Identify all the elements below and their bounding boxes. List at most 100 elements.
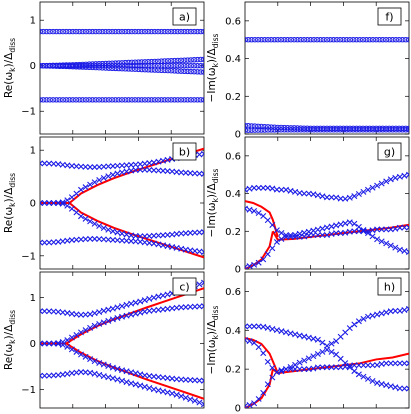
- data-point: [373, 127, 380, 133]
- data-point: [251, 207, 258, 214]
- data-point: [164, 243, 171, 250]
- data-point: [317, 127, 324, 133]
- data-point: [109, 97, 116, 103]
- data-point: [383, 382, 390, 389]
- data-point: [251, 37, 258, 43]
- data-point: [174, 68, 181, 74]
- data-point: [294, 127, 301, 133]
- data-point: [277, 127, 285, 133]
- data-point: [40, 63, 47, 69]
- data-point: [182, 394, 189, 401]
- data-point: [187, 377, 194, 384]
- data-point: [264, 251, 271, 258]
- data-point: [82, 163, 89, 170]
- data-point: [396, 360, 403, 367]
- data-point: [91, 310, 98, 317]
- data-point: [369, 127, 377, 133]
- ytick-label: 0: [235, 265, 241, 276]
- data-point: [125, 97, 132, 103]
- data-point: [319, 193, 326, 200]
- data-point: [406, 249, 409, 256]
- data-point: [387, 242, 394, 249]
- data-point: [40, 28, 44, 35]
- data-point: [178, 376, 185, 383]
- data-point: [301, 190, 308, 197]
- data-point: [132, 28, 139, 35]
- data-point: [155, 387, 162, 394]
- data-point: [155, 241, 162, 248]
- data-point: [369, 227, 376, 234]
- data-point: [92, 28, 99, 35]
- data-point: [46, 308, 53, 315]
- panel-label-box: [172, 277, 197, 296]
- data-point: [43, 97, 50, 103]
- data-point: [245, 127, 249, 133]
- panel-a: −1 0 1 Re(ωk)/Δdiss a): [3, 1, 205, 135]
- ytick-label: 0.2: [225, 365, 241, 376]
- data-point: [337, 195, 344, 202]
- data-point: [76, 28, 83, 35]
- data-point: [154, 28, 162, 35]
- data-point: [194, 97, 201, 103]
- data-point: [307, 127, 314, 133]
- panel-label-box: [377, 7, 402, 26]
- data-point: [109, 305, 116, 312]
- data-point: [114, 304, 121, 311]
- data-point: [114, 376, 121, 383]
- data-point: [378, 180, 385, 187]
- data-point: [105, 363, 112, 370]
- data-point: [50, 200, 57, 206]
- data-point: [115, 60, 122, 66]
- data-point: [246, 206, 253, 213]
- data-point: [343, 127, 350, 133]
- data-point: [269, 222, 276, 228]
- data-point: [105, 374, 112, 381]
- data-point: [187, 28, 194, 35]
- data-point: [150, 167, 157, 174]
- data-point: [292, 331, 299, 338]
- data-point: [399, 37, 406, 43]
- plot-area: [245, 171, 409, 269]
- data-point: [392, 37, 399, 43]
- data-point: [123, 379, 130, 386]
- data-point: [251, 339, 258, 346]
- data-point: [297, 37, 304, 43]
- data-point: [99, 97, 106, 103]
- data-point: [383, 178, 390, 185]
- data-point: [87, 324, 94, 331]
- data-point: [191, 68, 198, 75]
- data-point: [300, 127, 308, 133]
- data-point: [164, 28, 172, 35]
- data-point: [405, 127, 409, 133]
- data-point: [46, 160, 53, 167]
- data-point: [112, 63, 119, 69]
- data-point: [333, 364, 340, 371]
- data-point: [378, 360, 385, 367]
- data-point: [63, 63, 70, 69]
- data-point: [128, 66, 135, 72]
- data-point: [73, 331, 80, 338]
- data-point: [350, 127, 357, 133]
- data-point: [258, 37, 265, 43]
- data-point: [164, 156, 171, 163]
- data-point: [355, 223, 362, 230]
- data-point: [245, 122, 249, 129]
- data-point: [132, 370, 139, 377]
- data-point: [392, 244, 399, 251]
- data-point: [91, 164, 98, 171]
- data-point: [369, 233, 376, 240]
- data-point: [137, 298, 144, 305]
- data-point: [283, 366, 289, 373]
- data-point: [378, 226, 385, 233]
- data-point: [59, 28, 67, 35]
- data-point: [135, 66, 142, 73]
- data-point: [245, 186, 248, 193]
- data-point: [141, 297, 148, 304]
- data-point: [96, 163, 103, 170]
- data-point: [351, 228, 358, 235]
- data-point: [359, 127, 367, 133]
- data-point: [283, 329, 289, 336]
- data-point: [56, 28, 63, 35]
- data-point: [333, 230, 340, 237]
- data-point: [118, 28, 126, 35]
